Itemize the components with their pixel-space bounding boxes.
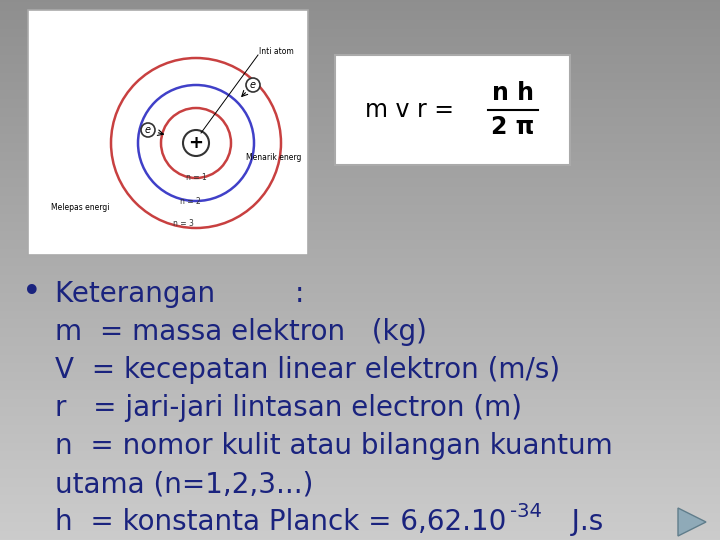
Text: 2 π: 2 π	[491, 115, 535, 139]
FancyBboxPatch shape	[28, 10, 308, 255]
Text: +: +	[189, 134, 204, 152]
Text: n h: n h	[492, 81, 534, 105]
Text: J.s: J.s	[545, 508, 603, 536]
Text: m v r =: m v r =	[365, 98, 454, 122]
Text: -34: -34	[510, 502, 542, 521]
Text: h  = konstanta Planck = 6,62.10: h = konstanta Planck = 6,62.10	[55, 508, 506, 536]
Circle shape	[183, 130, 209, 156]
FancyBboxPatch shape	[335, 55, 570, 165]
Text: n = 2: n = 2	[179, 197, 200, 206]
Text: n = 3: n = 3	[173, 219, 194, 227]
Text: •: •	[22, 276, 42, 309]
Circle shape	[246, 78, 260, 92]
Text: r   = jari-jari lintasan electron (m): r = jari-jari lintasan electron (m)	[55, 394, 522, 422]
Text: m  = massa elektron   (kg): m = massa elektron (kg)	[55, 318, 427, 346]
Polygon shape	[678, 508, 706, 536]
Text: e: e	[250, 80, 256, 90]
Text: Menarik energ: Menarik energ	[246, 153, 302, 163]
Text: n = 1: n = 1	[186, 173, 207, 183]
Text: V  = kecepatan linear elektron (m/s): V = kecepatan linear elektron (m/s)	[55, 356, 560, 384]
Text: Melepas energi: Melepas energi	[50, 204, 109, 213]
Text: Keterangan         :: Keterangan :	[55, 280, 305, 308]
Text: Inti atom: Inti atom	[258, 48, 293, 57]
Text: e: e	[145, 125, 151, 135]
Text: n  = nomor kulit atau bilangan kuantum: n = nomor kulit atau bilangan kuantum	[55, 432, 613, 460]
Circle shape	[141, 123, 155, 137]
Text: utama (n=1,2,3...): utama (n=1,2,3...)	[55, 470, 313, 498]
